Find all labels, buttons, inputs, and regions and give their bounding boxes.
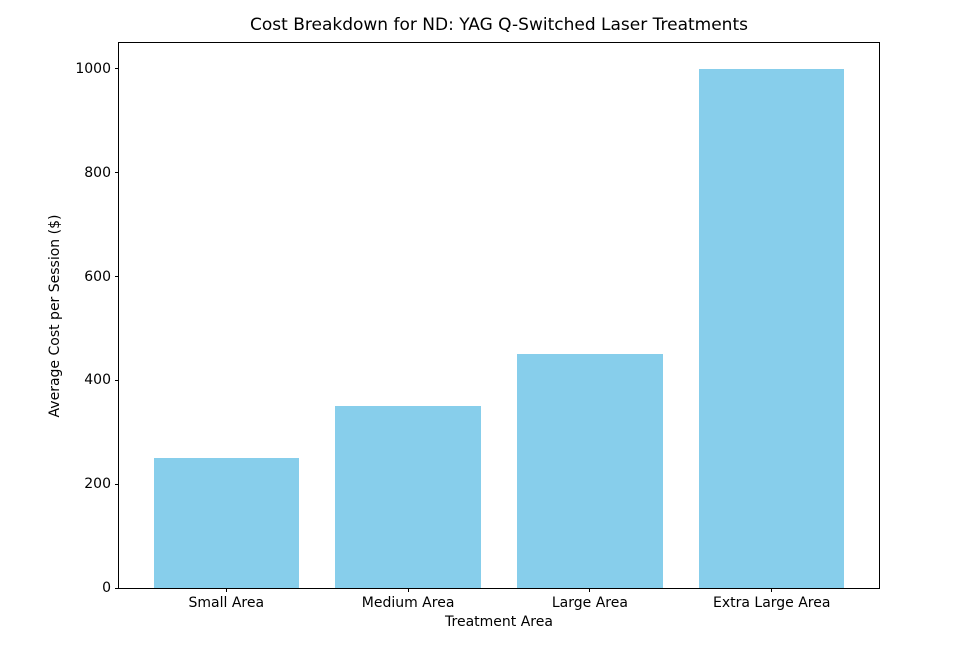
chart-title: Cost Breakdown for ND: YAG Q-Switched La…: [250, 15, 748, 36]
y-tick-mark: [115, 68, 119, 70]
y-tick-mark: [115, 276, 119, 278]
y-tick-mark: [115, 587, 119, 589]
y-tick-label: 1000: [75, 60, 111, 77]
x-tick-mark: [225, 588, 227, 592]
y-axis-label: Average Cost per Session ($): [47, 214, 63, 417]
x-tick-mark: [407, 588, 409, 592]
x-tick-mark: [589, 588, 591, 592]
y-tick-label: 800: [84, 164, 111, 181]
y-tick-mark: [115, 172, 119, 174]
y-tick-label: 400: [84, 372, 111, 389]
x-tick-label: Extra Large Area: [712, 595, 831, 611]
y-tick-mark: [115, 379, 119, 381]
y-tick-label: 200: [84, 476, 111, 493]
y-tick-label: 600: [84, 268, 111, 285]
y-tick-label: 0: [102, 580, 111, 596]
x-tick-label: Medium Area: [361, 595, 455, 611]
x-tick-mark: [771, 588, 773, 592]
x-axis-label: Treatment Area: [445, 614, 553, 630]
x-tick-label: Large Area: [551, 595, 628, 611]
bar-medium-area: [335, 406, 481, 588]
y-tick-mark: [115, 483, 119, 485]
bar-small-area: [153, 458, 299, 588]
bar-extra-large-area: [699, 68, 845, 588]
plot-area: Cost Breakdown for ND: YAG Q-Switched La…: [47, 16, 880, 629]
bar-large-area: [517, 354, 663, 588]
x-tick-label: Small Area: [188, 595, 265, 611]
